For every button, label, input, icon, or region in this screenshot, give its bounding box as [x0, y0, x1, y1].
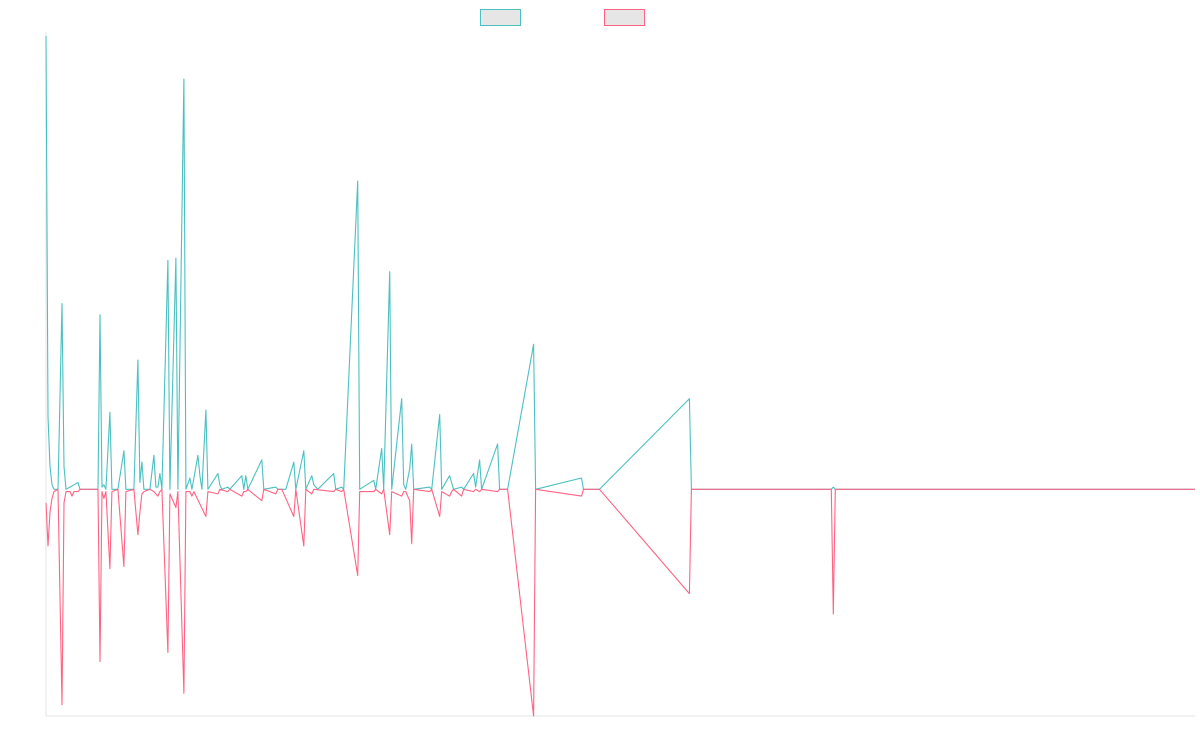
- legend-swatch-1: [480, 9, 521, 26]
- series-layer: [45, 35, 1195, 717]
- series-line-2: [45, 488, 1195, 717]
- series-line-1: [45, 35, 1195, 490]
- legend-swatch-2: [604, 9, 645, 26]
- legend: [480, 9, 645, 26]
- axes: [45, 32, 1195, 717]
